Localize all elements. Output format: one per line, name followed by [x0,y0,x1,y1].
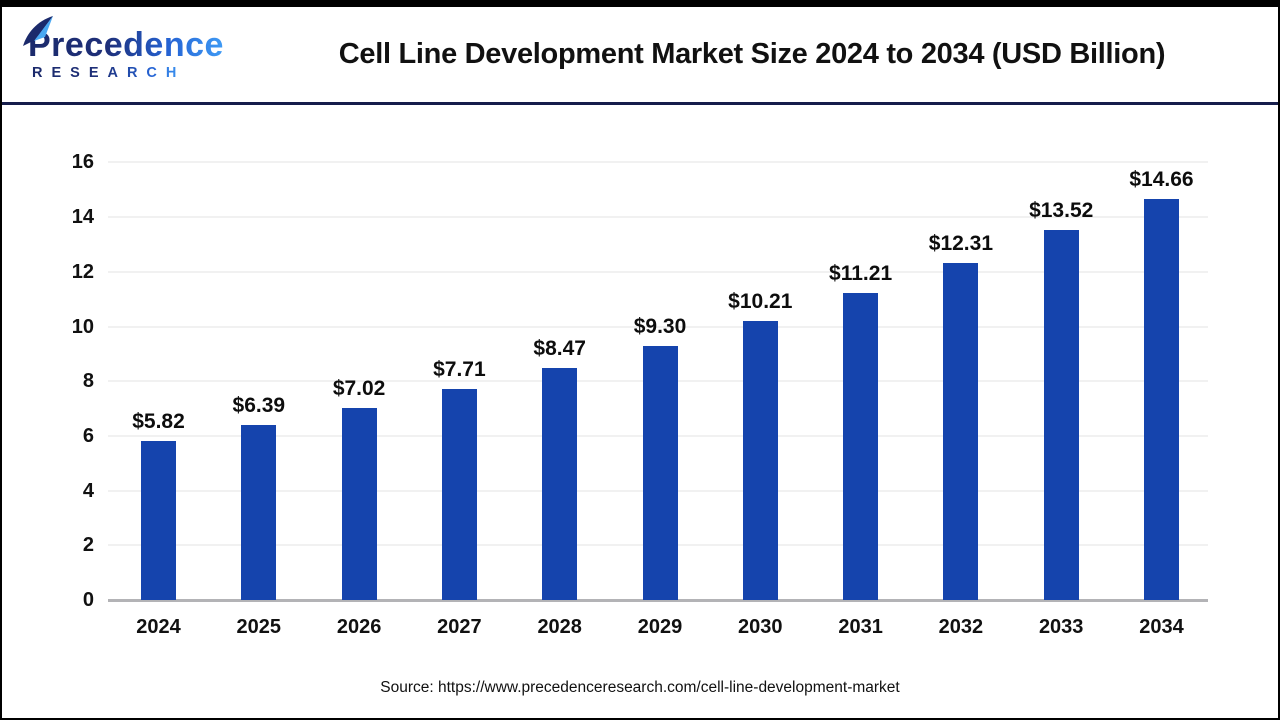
y-axis-tick-label: 4 [82,479,94,502]
source-text: Source: https://www.precedenceresearch.c… [380,679,900,696]
x-axis-label-2027: 2027 [437,616,482,638]
bar-value-label-2029: $9.30 [633,314,687,338]
bar-2028 [542,368,578,600]
gridline [108,161,1208,164]
bar-2027 [441,389,477,600]
y-axis-tick-label: 2 [82,534,94,557]
gridline [108,216,1208,219]
bar-chart: 0 2 4 6 8 10 12 14 16 $5.82 2024 $6.39 2025 $7.02 2026… [2,7,1278,718]
y-axis-tick-label: 10 [71,315,94,338]
gridline [108,270,1208,273]
bar-2031 [843,293,879,600]
y-axis-tick-label: 6 [82,424,94,447]
y-axis-tick-label: 0 [82,589,94,611]
x-axis-label-2029: 2029 [637,616,683,638]
bar-2034 [1144,199,1179,600]
bar-value-label-2033: $13.52 [1029,199,1094,223]
y-axis-tick-label: 12 [71,260,94,283]
y-axis-tick-label: 8 [82,370,94,393]
x-axis-label-2028: 2028 [537,616,582,638]
x-axis-label-2025: 2025 [236,616,282,638]
bar-2026 [341,408,377,600]
bar-value-label-2026: $7.02 [332,377,386,401]
bar-2033 [1043,230,1079,600]
logo-flag-icon [23,16,53,47]
x-axis-label-2032: 2032 [938,616,984,638]
chart-title: Cell Line Development Market Size 2024 t… [338,38,1166,70]
x-axis-label-2034: 2034 [1139,616,1184,638]
bar-value-label-2030: $10.21 [728,289,793,313]
y-axis-tick-label: 14 [71,206,94,229]
logo-name-text: Precedence [28,26,224,65]
bar-2029 [642,345,678,600]
gridline [108,325,1208,328]
header: Precedence RESEARCH Cell Line Developmen… [2,7,1278,105]
x-axis-label-2026: 2026 [336,616,382,638]
bar-value-label-2028: $8.47 [533,337,586,361]
bar-value-label-2024: $5.82 [132,409,185,433]
x-axis-label-2033: 2033 [1038,616,1084,638]
bar-2025 [241,425,277,600]
bar-2030 [742,320,778,600]
bar-value-label-2034: $14.66 [1129,168,1194,192]
bar-2032 [943,263,979,600]
bar-value-label-2027: $7.71 [433,358,486,382]
y-axis-tick-label: 16 [71,151,94,174]
x-axis-label-2030: 2030 [738,616,783,638]
x-axis-label-2024: 2024 [136,616,181,638]
x-axis-label-2031: 2031 [838,616,883,638]
x-axis-line [108,599,1208,602]
bar-value-label-2025: $6.39 [232,394,286,418]
bar-value-label-2031: $11.21 [829,262,893,286]
precedence-research-logo: Precedence RESEARCH [23,16,266,82]
bar-value-label-2032: $12.31 [928,232,994,256]
bar-2024 [141,440,176,600]
logo-subname-text: RESEARCH [32,65,186,82]
